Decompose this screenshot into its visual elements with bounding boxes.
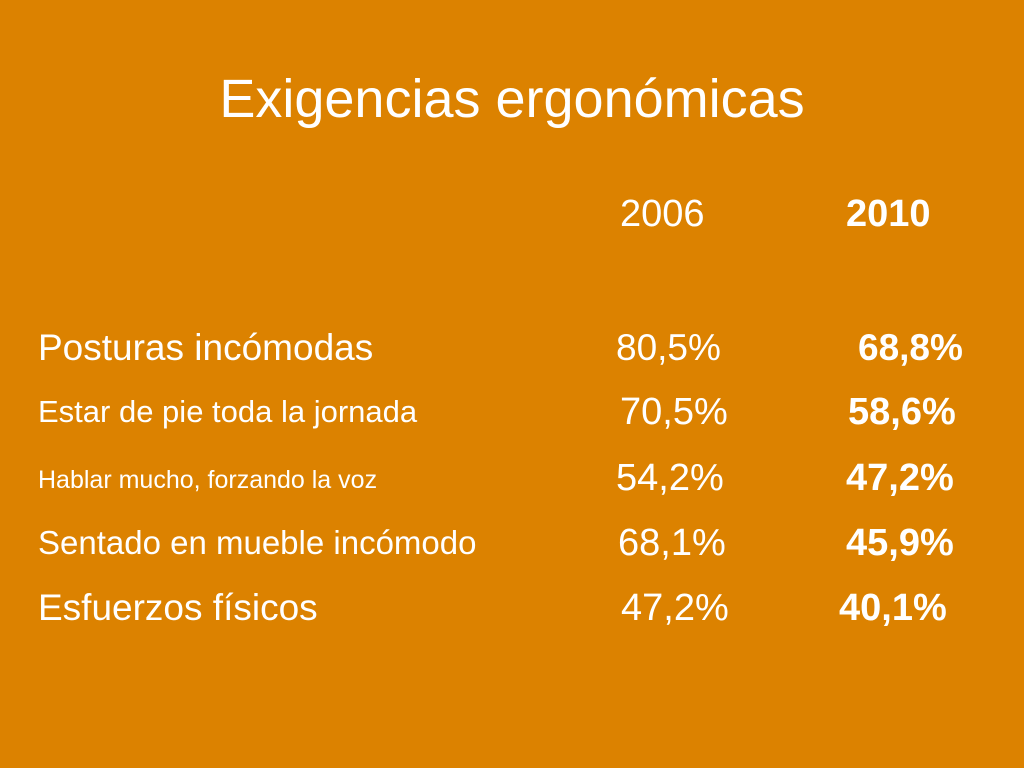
table-row: Posturas incómodas 80,5% 68,8%: [38, 323, 988, 373]
table-row: Sentado en mueble incómodo 68,1% 45,9%: [38, 518, 988, 568]
value-2006: 47,2%: [621, 587, 729, 629]
value-2006: 68,1%: [618, 522, 726, 564]
row-label: Hablar mucho, forzando la voz: [38, 466, 378, 494]
table-row: Hablar mucho, forzando la voz 54,2% 47,2…: [38, 453, 988, 503]
slide-title: Exigencias ergonómicas: [219, 69, 805, 129]
value-2010: 40,1%: [839, 587, 947, 629]
value-2006: 70,5%: [620, 391, 728, 433]
value-2010: 47,2%: [846, 457, 954, 499]
row-label: Sentado en mueble incómodo: [38, 524, 477, 561]
value-2010: 58,6%: [848, 391, 956, 433]
column-header-2010: 2010: [846, 193, 931, 235]
table-row: Esfuerzos físicos 47,2% 40,1%: [38, 582, 988, 634]
column-header-2006: 2006: [620, 193, 705, 235]
value-2010: 45,9%: [846, 522, 954, 564]
table-row: Estar de pie toda la jornada 70,5% 58,6%: [38, 388, 988, 436]
row-label: Estar de pie toda la jornada: [38, 394, 418, 429]
value-2006: 80,5%: [616, 327, 721, 368]
row-label: Esfuerzos físicos: [38, 587, 318, 628]
row-label: Posturas incómodas: [38, 327, 374, 368]
value-2010: 68,8%: [858, 327, 963, 368]
value-2006: 54,2%: [616, 457, 724, 499]
